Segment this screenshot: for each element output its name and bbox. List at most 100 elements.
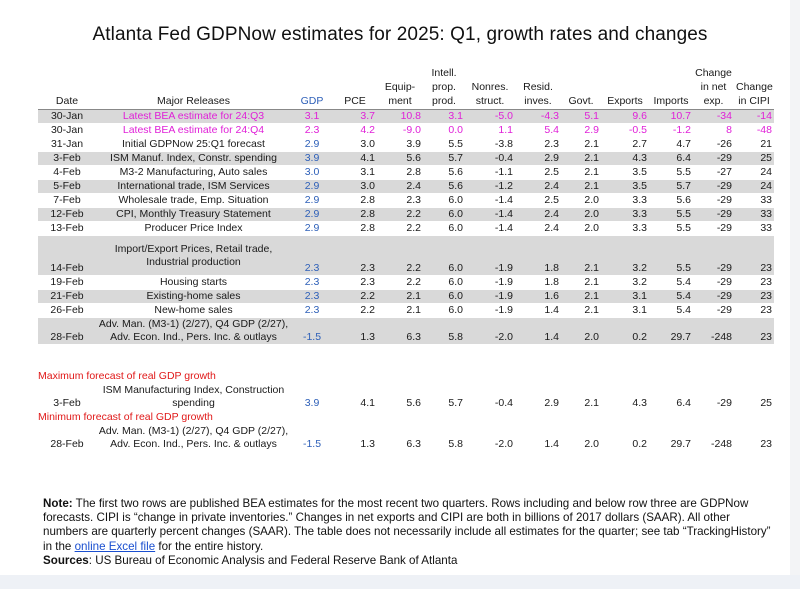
cell-imports: 6.4 [676, 397, 691, 409]
min-forecast-label-text: Minimum forecast of real GDP growth [38, 411, 213, 423]
cell-net-exports: -27 [716, 166, 732, 178]
cell-date: 26-Feb [50, 304, 84, 316]
header-date: Date [38, 66, 96, 110]
cell-cipi: 33 [760, 194, 772, 206]
cell-date: 3-Feb [53, 152, 81, 164]
cell-date: 28-Feb [50, 331, 84, 343]
spacer-row [38, 344, 774, 370]
cell-government: 2.1 [584, 304, 599, 316]
cell-intellectual-property: 5.6 [448, 166, 463, 178]
cell-intellectual-property: 6.0 [448, 208, 463, 220]
bottom-strip [0, 575, 800, 589]
cell-gdp: 3.0 [304, 166, 320, 178]
cell-date: 3-Feb [53, 397, 81, 409]
cell-nonres-structures: -1.9 [494, 276, 513, 288]
cell-nonres-structures: -1.9 [494, 290, 513, 302]
cell-nonres-structures: -1.1 [494, 166, 513, 178]
cell-intellectual-property: 5.8 [448, 331, 463, 343]
cell-release: Adv. Man. (M3-1) (2/27), Q4 GDP (2/27), … [98, 318, 289, 343]
cell-pce: 3.7 [360, 110, 375, 122]
cell-exports: 4.3 [632, 152, 647, 164]
cell-release: M3-2 Manufacturing, Auto sales [119, 166, 268, 178]
online-excel-link[interactable]: online Excel file [74, 539, 156, 553]
note-text: The first two rows are published BEA est… [43, 497, 771, 553]
cell-release: Latest BEA estimate for 24:Q4 [122, 124, 265, 136]
cell-pce: 2.3 [360, 262, 375, 274]
scrollbar-track [790, 0, 800, 575]
cell-release: ISM Manufacturing Index, Construction sp… [102, 384, 285, 409]
cell-government: 2.1 [584, 262, 599, 274]
cell-imports: 5.4 [676, 290, 691, 302]
max-forecast-row: 3-Feb ISM Manufacturing Index, Constructi… [38, 384, 774, 411]
cell-release: Housing starts [159, 276, 228, 288]
cell-government: 2.0 [584, 222, 599, 234]
header-equipment: Equip-ment [377, 66, 423, 110]
table-row: 26-Feb New-home sales 2.3 2.2 2.1 6.0 -1.9 1.4 2… [38, 304, 774, 318]
cell-government: 5.1 [584, 110, 599, 122]
cell-release: Producer Price Index [144, 222, 243, 234]
header-government: Govt. [561, 66, 601, 110]
sources-text: : US Bureau of Economic Analysis and Fed… [88, 553, 458, 567]
cell-residential: 2.4 [544, 222, 559, 234]
table-row: 28-Feb Adv. Man. (M3-1) (2/27), Q4 GDP (2… [38, 317, 774, 345]
header-releases: Major Releases [96, 66, 291, 110]
cell-release: International trade, ISM Services [117, 180, 270, 192]
cell-residential: 1.6 [544, 290, 559, 302]
cell-gdp: 2.3 [304, 290, 320, 302]
header-imports: Imports [649, 66, 693, 110]
cell-exports: 2.7 [632, 138, 647, 150]
table-header: Date Major Releases GDP PCE Equip-ment I… [38, 66, 774, 110]
cell-intellectual-property: 3.1 [448, 110, 463, 122]
cell-nonres-structures: -1.9 [494, 262, 513, 274]
cell-nonres-structures: -1.9 [494, 304, 513, 316]
cell-date: 5-Feb [53, 180, 81, 192]
sources-label: Sources [43, 553, 89, 567]
cell-intellectual-property: 6.0 [448, 304, 463, 316]
cell-gdp: 3.9 [304, 397, 320, 409]
cell-government: 2.1 [584, 397, 599, 409]
page-title: Atlanta Fed GDPNow estimates for 2025: Q… [92, 24, 708, 45]
cell-imports: 5.7 [676, 180, 691, 192]
cell-exports: 4.3 [632, 397, 647, 409]
cell-nonres-structures: -2.0 [494, 438, 513, 450]
cell-gdp: 2.9 [304, 208, 320, 220]
cell-residential: -4.3 [540, 110, 559, 122]
cell-date: 21-Feb [50, 290, 84, 302]
cell-exports: 3.1 [632, 304, 647, 316]
cell-pce: 2.8 [360, 222, 375, 234]
cell-pce: 4.2 [360, 124, 375, 136]
cell-imports: 5.5 [676, 166, 691, 178]
cell-cipi: 21 [760, 138, 772, 150]
cell-pce: 2.2 [360, 304, 375, 316]
cell-imports: 5.5 [676, 262, 691, 274]
cell-net-exports: 8 [726, 124, 732, 136]
cell-equipment: 5.6 [406, 397, 421, 409]
min-forecast-label: Minimum forecast of real GDP growth [38, 411, 774, 425]
cell-residential: 2.9 [544, 152, 559, 164]
cell-pce: 3.0 [360, 180, 375, 192]
cell-date: 30-Jan [50, 124, 84, 136]
cell-intellectual-property: 5.6 [448, 180, 463, 192]
cell-pce: 1.3 [360, 331, 375, 343]
cell-imports: 5.4 [676, 276, 691, 288]
cell-imports: 5.5 [676, 222, 691, 234]
cell-imports: 29.7 [670, 438, 691, 450]
table-row: 7-Feb Wholesale trade, Emp. Situation 2.9 2… [38, 194, 774, 208]
cell-pce: 3.0 [360, 138, 375, 150]
cell-residential: 2.5 [544, 166, 559, 178]
table-row: 21-Feb Existing-home sales 2.3 2.2 2.1 6.0 -1.… [38, 289, 774, 304]
cell-net-exports: -29 [716, 180, 732, 192]
cell-intellectual-property: 5.5 [448, 138, 463, 150]
cell-release: Latest BEA estimate for 24:Q3 [122, 110, 265, 122]
cell-imports: 10.7 [670, 110, 691, 122]
table-row: 19-Feb Housing starts 2.3 2.3 2.2 6.0 -1.9 1.8 2… [38, 276, 774, 290]
header-intellectual-property: Intell. prop. prod. [423, 66, 465, 110]
cell-government: 2.0 [584, 208, 599, 220]
cell-cipi: 23 [760, 276, 772, 288]
cell-intellectual-property: 5.8 [448, 438, 463, 450]
cell-gdp: -1.5 [302, 438, 322, 450]
cell-release: New-home sales [154, 304, 233, 316]
cell-date: 12-Feb [50, 208, 84, 220]
cell-cipi: 33 [760, 222, 772, 234]
cell-cipi: -14 [756, 110, 772, 122]
